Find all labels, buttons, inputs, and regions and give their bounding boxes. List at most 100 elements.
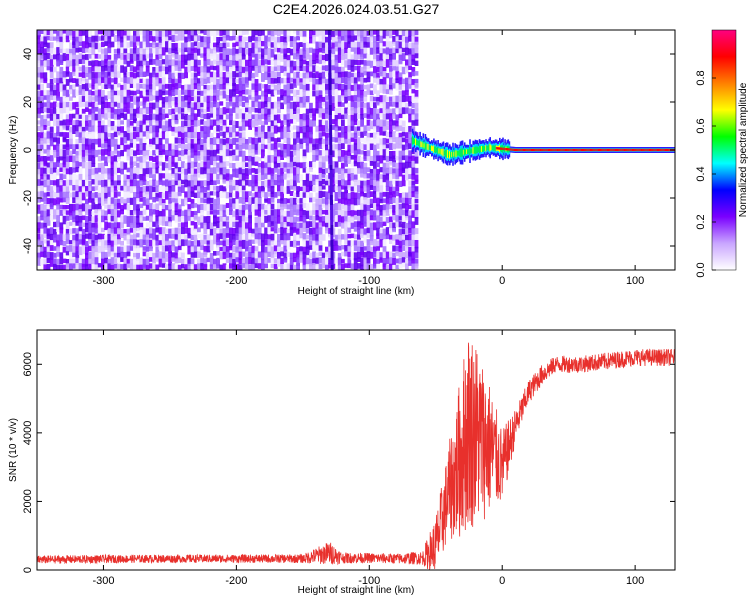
heatmap-cell (219, 174, 224, 180)
heatmap-cell (289, 191, 294, 196)
heatmap-cell (56, 59, 60, 67)
heatmap-cell (53, 173, 57, 181)
heatmap-cell (75, 161, 80, 169)
heatmap-cell (161, 71, 166, 80)
heatmap-cell (136, 127, 140, 134)
heatmap-cell (158, 155, 163, 162)
heatmap-cell (78, 239, 83, 245)
heatmap-cell (145, 168, 150, 177)
heatmap-cell (379, 108, 384, 114)
heatmap-cell (293, 119, 297, 125)
heatmap-cell (350, 77, 355, 84)
signal-inner (415, 138, 417, 146)
heatmap-cell (277, 191, 281, 197)
heatmap-cell (293, 227, 297, 233)
heatmap-cell (369, 90, 374, 96)
heatmap-cell (101, 167, 105, 175)
heatmap-cell (97, 125, 102, 134)
heatmap-cell (155, 162, 160, 170)
heatmap-cell (219, 77, 224, 86)
heatmap-cell (305, 162, 310, 168)
heatmap-cell (155, 155, 160, 165)
heatmap-cell (152, 41, 156, 50)
heatmap-cell (286, 77, 291, 84)
heatmap-cell (277, 246, 281, 254)
heatmap-cell (293, 239, 297, 248)
heatmap-cell (187, 263, 192, 270)
heatmap-cell (376, 215, 380, 224)
heatmap-cell (389, 151, 393, 159)
heatmap-cell (110, 150, 115, 157)
heatmap-cell (366, 42, 371, 48)
heatmap-cell (392, 215, 396, 221)
heatmap-cell (305, 173, 310, 182)
heatmap-cell (101, 96, 105, 104)
heatmap-cell (43, 137, 48, 146)
heatmap-cell (289, 96, 294, 101)
heatmap-cell (113, 109, 118, 118)
heatmap-cell (353, 95, 358, 102)
heatmap-cell (37, 96, 41, 102)
heatmap-cell (171, 48, 176, 57)
heatmap-cell (296, 216, 300, 222)
heatmap-cell (261, 258, 265, 265)
heatmap-cell (363, 84, 368, 90)
heatmap-cell (341, 245, 345, 250)
heatmap-cell (366, 119, 371, 126)
heatmap-cell (37, 72, 41, 78)
heatmap-cell (254, 251, 259, 259)
heatmap-cell (257, 209, 262, 217)
heatmap-cell (337, 113, 342, 120)
heatmap-cell (334, 120, 339, 128)
heatmap-cell (193, 251, 198, 258)
heatmap-cell (251, 53, 256, 58)
heatmap-cell (229, 55, 233, 63)
heatmap-cell (225, 89, 230, 95)
heatmap-cell (414, 60, 419, 66)
heatmap-cell (347, 149, 352, 158)
heatmap-cell (299, 222, 304, 229)
heatmap-cell (139, 101, 144, 106)
heatmap-cell (273, 149, 278, 158)
heatmap-cell (373, 161, 377, 169)
heatmap-cell (395, 185, 400, 192)
heatmap-cell (110, 126, 115, 131)
heatmap-cell (341, 95, 345, 101)
heatmap-cell (293, 204, 297, 212)
heatmap-cell (315, 149, 320, 158)
heatmap-cell (40, 258, 44, 266)
heatmap-cell (37, 179, 41, 188)
heatmap-cell (299, 174, 304, 182)
heatmap-cell (405, 258, 409, 267)
heatmap-cell (392, 264, 396, 270)
heatmap-cell (107, 54, 112, 60)
heatmap-cell (280, 191, 284, 201)
heatmap-cell (69, 89, 73, 95)
heatmap-cell (347, 144, 352, 152)
heatmap-cell (216, 179, 220, 185)
heatmap-cell (318, 144, 323, 149)
heatmap-cell (155, 77, 160, 87)
heatmap-cell (261, 96, 265, 102)
signal-core (587, 148, 589, 152)
heatmap-cell (94, 83, 99, 93)
heatmap-cell (40, 174, 44, 180)
heatmap-cell (133, 257, 137, 266)
heatmap-cell (337, 228, 342, 236)
heatmap-cell (331, 125, 336, 130)
heatmap-cell (113, 209, 118, 215)
heatmap-cell (222, 246, 227, 255)
heatmap-cell (264, 42, 268, 50)
signal-core (544, 148, 547, 152)
signal-inner (431, 145, 433, 152)
heatmap-cell (117, 108, 121, 117)
heatmap-cell (123, 215, 128, 224)
heatmap-cell (219, 150, 224, 156)
heatmap-cell (72, 203, 76, 213)
heatmap-cell (248, 197, 252, 206)
heatmap-cell (331, 119, 336, 125)
heatmap-cell (395, 78, 400, 84)
heatmap-cell (366, 156, 371, 162)
heatmap-cell (414, 252, 419, 259)
heatmap-cell (395, 209, 400, 216)
